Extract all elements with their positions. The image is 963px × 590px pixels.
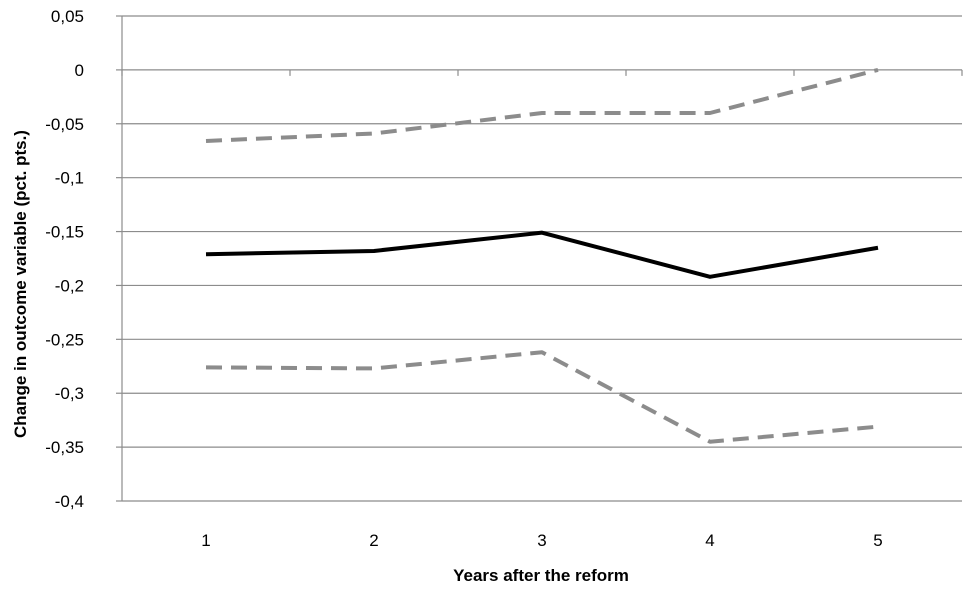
x-tick-label: 4 (705, 531, 714, 550)
y-tick-label: -0,35 (45, 438, 84, 457)
x-tick-label: 5 (873, 531, 882, 550)
y-tick-label: -0,2 (55, 276, 84, 295)
x-tick-label: 1 (201, 531, 210, 550)
y-tick-label: -0,15 (45, 223, 84, 242)
x-tick-label: 3 (537, 531, 546, 550)
gridlines (122, 15, 962, 502)
x-tick-label: 2 (369, 531, 378, 550)
estimate-line (205, 230, 879, 279)
confidence-bound-line (205, 350, 879, 444)
x-tick-labels: 1 2 3 4 5 (201, 531, 882, 550)
confidence-bound-line (205, 67, 879, 144)
y-tick-label: 0,05 (51, 7, 84, 26)
x-axis-title: Years after the reform (453, 566, 629, 585)
y-tick-labels: 0,05 0 -0,05 -0,1 -0,15 -0,2 -0,25 -0,3 -0,35 -0,… (45, 7, 84, 511)
axes (116, 15, 963, 502)
y-tick-label: -0,05 (45, 115, 84, 134)
y-axis-title: Change in outcome variable (pct. pts.) (11, 130, 30, 438)
y-tick-label: -0,1 (55, 169, 84, 188)
y-tick-label: 0 (75, 61, 84, 80)
y-tick-label: -0,4 (55, 492, 84, 511)
y-tick-label: -0,3 (55, 384, 84, 403)
y-tick-label: -0,25 (45, 330, 84, 349)
series-lines (205, 67, 879, 444)
